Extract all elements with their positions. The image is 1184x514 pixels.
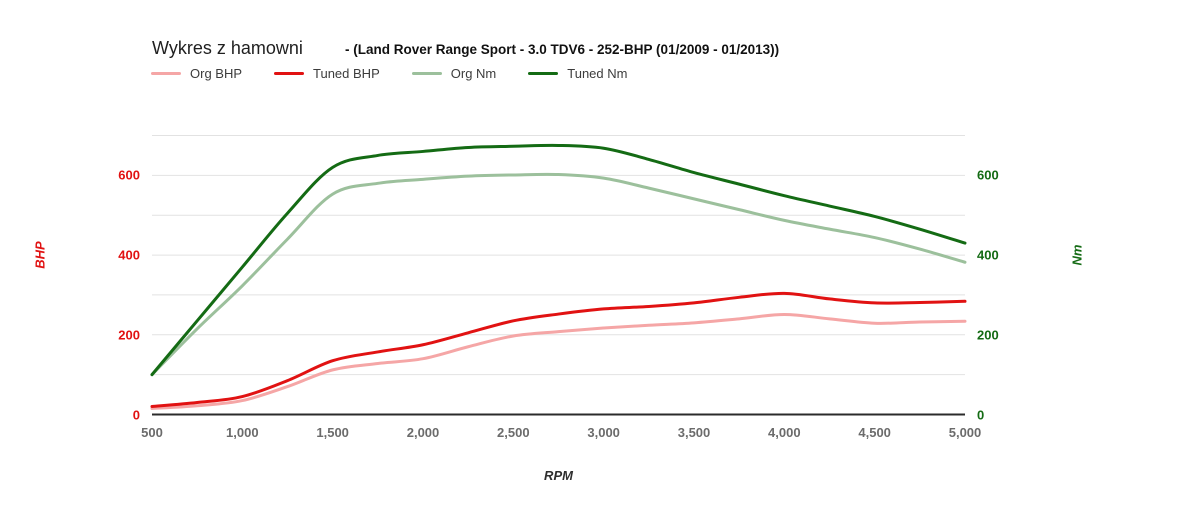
x-tick-label: 4,000	[768, 424, 801, 440]
rpm-axis-title: RPM	[544, 468, 573, 483]
x-tick-label: 500	[141, 424, 163, 440]
legend-item-org-bhp: Org BHP	[151, 66, 242, 81]
x-tick-label: 5,000	[948, 424, 982, 440]
chart-title: Wykres z hamowni	[152, 38, 303, 58]
y-tick-label-right: 400	[977, 247, 999, 263]
legend-item-org-nm: Org Nm	[411, 66, 497, 81]
legend-label: Org Nm	[450, 66, 497, 81]
legend-label: Org BHP	[190, 66, 243, 81]
y-tick-label-right: 0	[977, 407, 985, 422]
y-tick-label-left: 600	[118, 167, 140, 183]
y-tick-label-right: 600	[977, 167, 999, 183]
legend-label: Tuned Nm	[567, 66, 628, 81]
x-tick-label: 2,500	[497, 424, 530, 440]
y-tick-label-right: 200	[977, 327, 999, 343]
x-tick-label: 3,500	[677, 424, 711, 440]
bhp-axis-title: BHP	[32, 241, 48, 269]
line-tuned-nm	[150, 143, 967, 377]
x-tick-label: 1,000	[226, 424, 259, 440]
legend-swatch-org-nm	[411, 72, 442, 75]
legend-label: Tuned BHP	[313, 66, 380, 81]
legend-swatch-tuned-bhp	[274, 72, 305, 75]
line-org-bhp	[150, 312, 967, 411]
y-tick-label-left: 200	[118, 327, 140, 343]
legend: Org BHP Tuned BHP Org Nm Tuned Nm	[151, 66, 627, 81]
chart-subtitle: - (Land Rover Range Sport - 3.0 TDV6 - 2…	[345, 42, 780, 57]
legend-swatch-tuned-nm	[528, 72, 559, 75]
x-tick-label: 1,500	[316, 424, 349, 440]
y-tick-label-left: 400	[118, 247, 140, 263]
legend-item-tuned-nm: Tuned Nm	[528, 66, 627, 81]
x-tick-label: 4,500	[858, 424, 891, 440]
x-tick-label: 3,000	[587, 424, 620, 440]
line-tuned-bhp	[150, 291, 967, 409]
y-tick-label-left: 0	[132, 407, 140, 422]
x-tick-label: 2,000	[406, 424, 440, 440]
line-org-nm	[150, 172, 967, 377]
legend-item-tuned-bhp: Tuned BHP	[274, 66, 380, 81]
nm-axis-title: Nm	[1069, 244, 1085, 266]
legend-swatch-org-bhp	[151, 72, 181, 75]
